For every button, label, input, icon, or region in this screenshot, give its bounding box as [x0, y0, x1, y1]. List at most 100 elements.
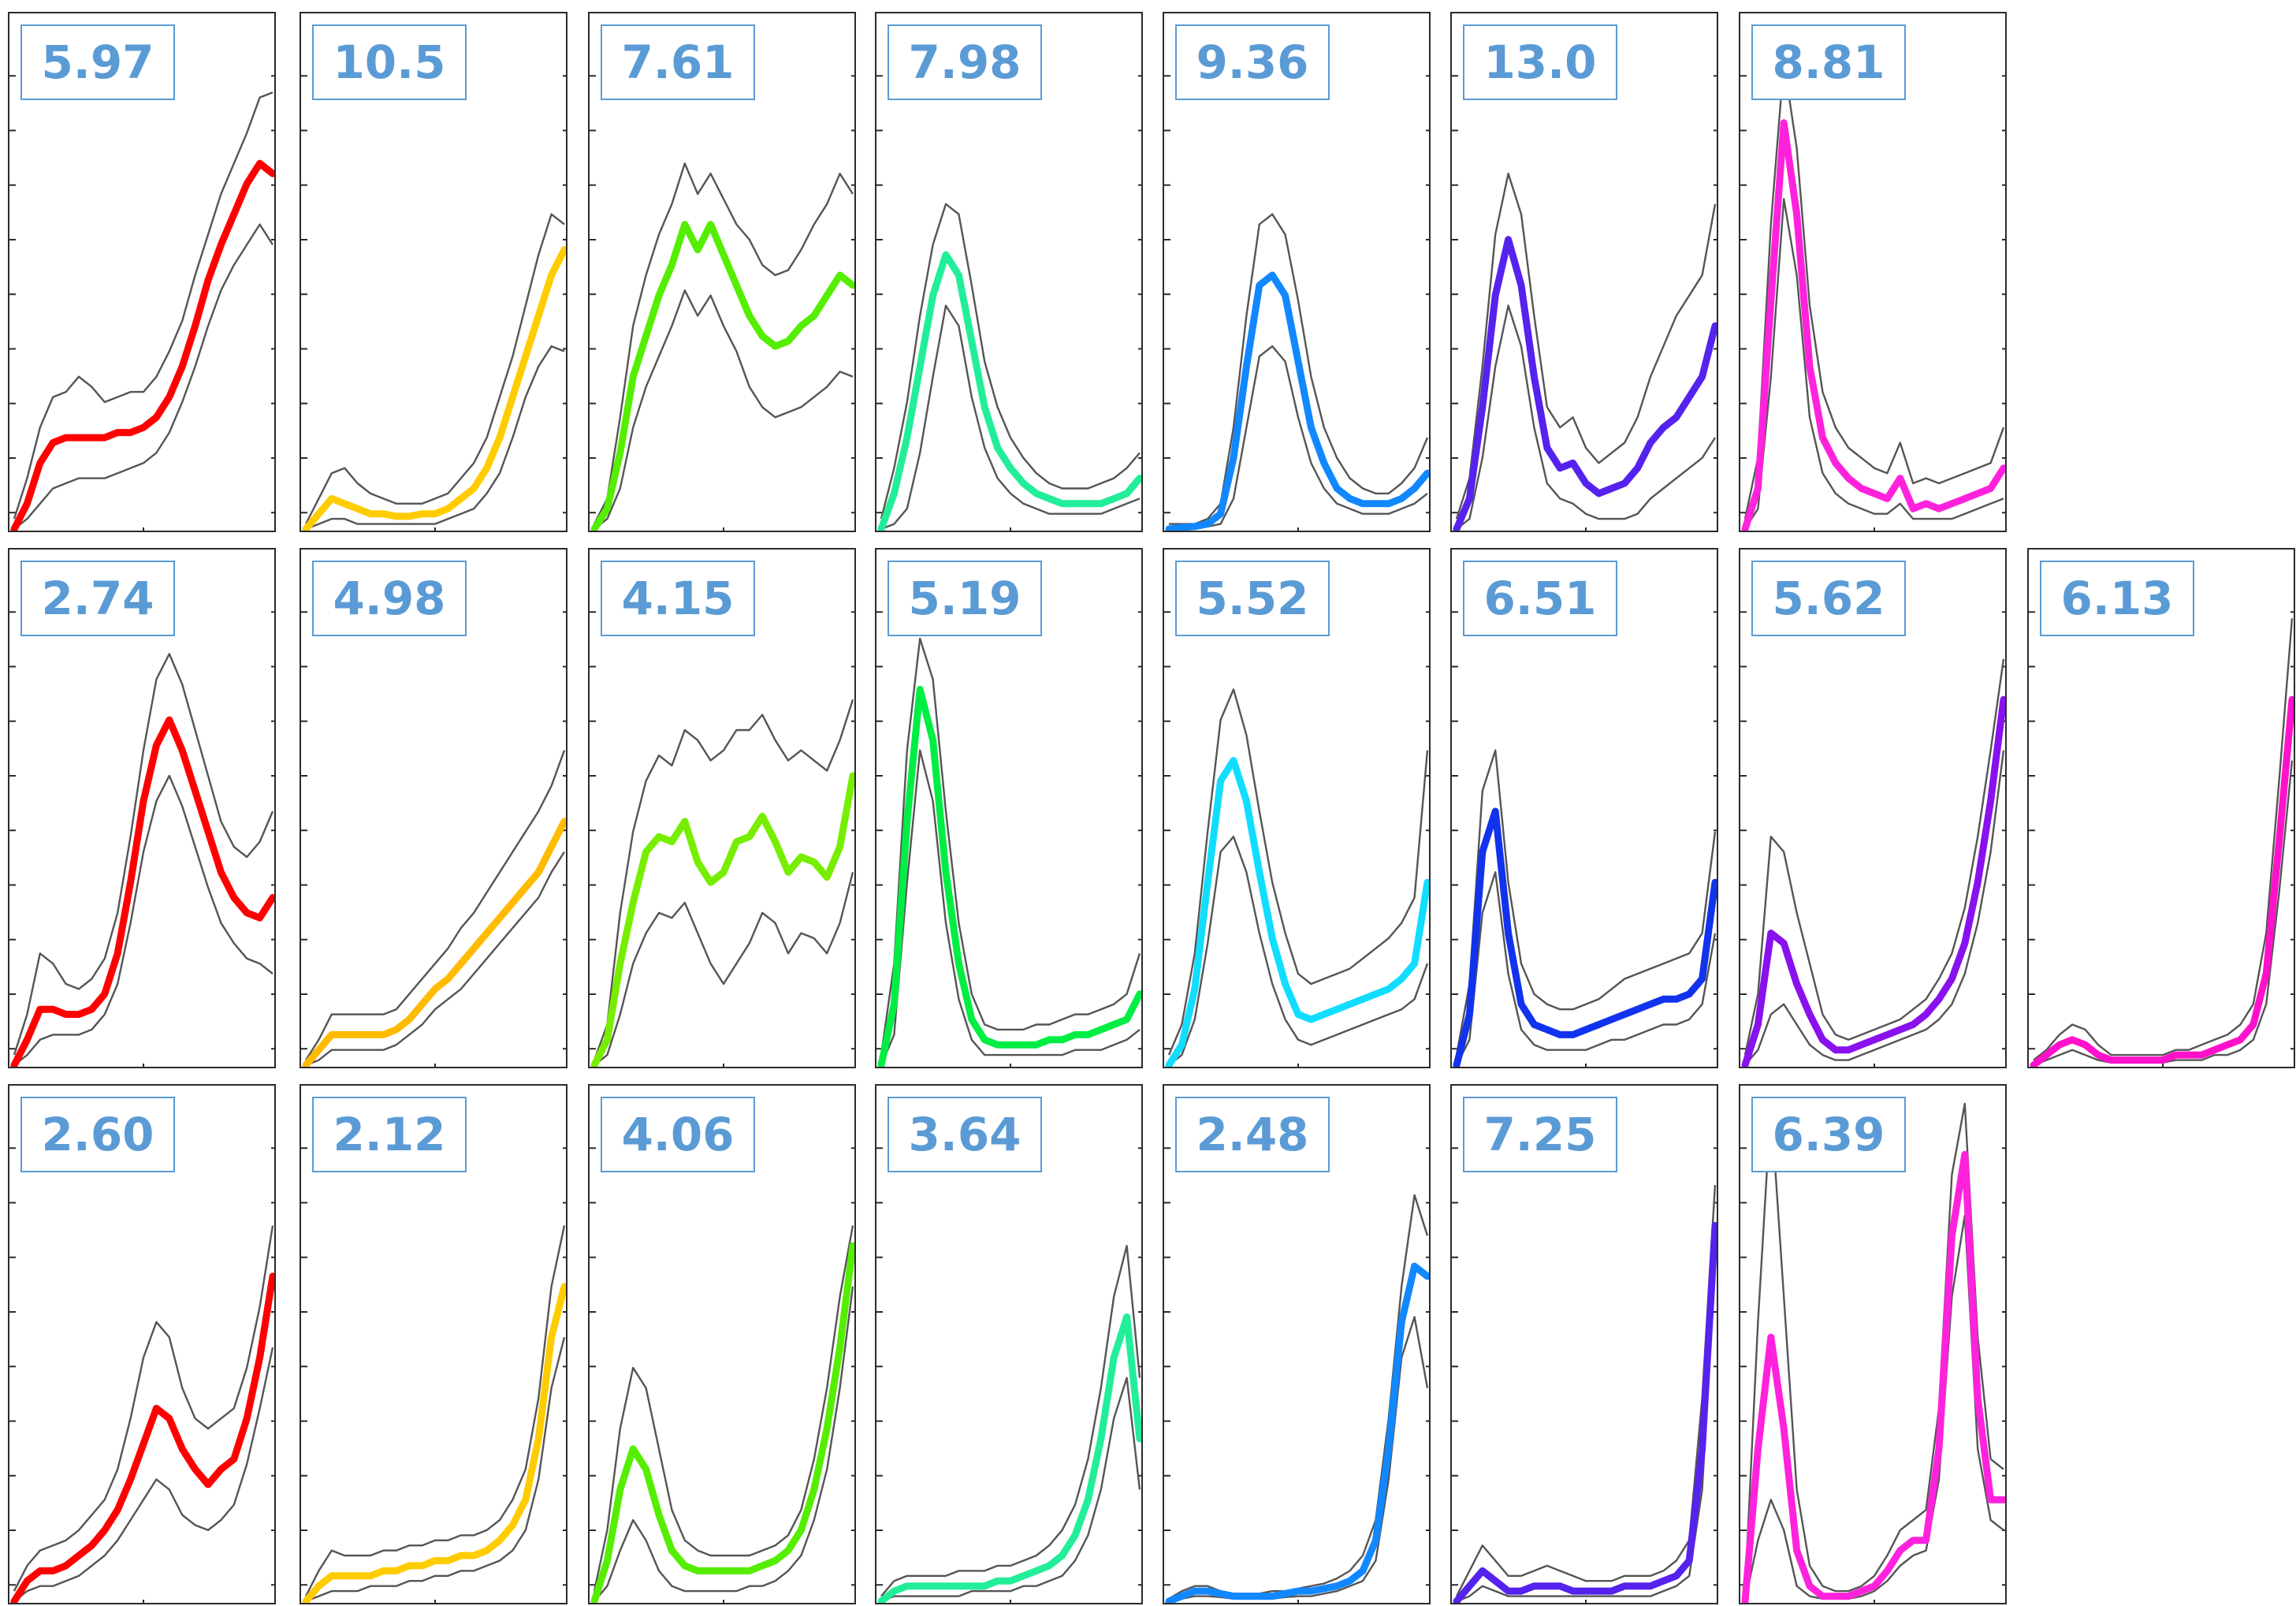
chart-panel: 5.19	[875, 548, 1143, 1068]
upper-bound-line	[1168, 1194, 1429, 1600]
mean-line	[2030, 695, 2294, 1067]
lower-bound-line	[1168, 836, 1429, 1066]
chart-svg	[9, 1147, 274, 1603]
upper-bound-line	[13, 653, 274, 1056]
mean-line	[1453, 807, 1717, 1067]
chart-svg	[1452, 1147, 1717, 1603]
score-badge: 7.25	[1463, 1097, 1617, 1172]
lower-bound-line	[880, 1377, 1141, 1603]
lower-bound-line	[13, 1347, 274, 1602]
upper-bound-line	[304, 750, 566, 1061]
mean-line	[10, 1273, 274, 1603]
score-badge: 6.13	[2040, 561, 2194, 636]
chart-svg	[1740, 1102, 2005, 1603]
score-badge: 6.51	[1463, 561, 1617, 636]
mean-line	[877, 685, 1141, 1067]
chart-svg	[9, 75, 274, 531]
chart-panel: 2.74	[8, 548, 276, 1068]
mean-line	[877, 251, 1141, 531]
score-badge: 2.60	[20, 1097, 175, 1172]
score-badge: 4.06	[601, 1097, 755, 1172]
score-badge: 2.12	[312, 1097, 467, 1172]
lower-bound-line	[594, 289, 854, 530]
mean-line	[1741, 119, 2005, 531]
lower-bound-line	[880, 749, 1141, 1066]
mean-line	[877, 1313, 1141, 1603]
chart-panel: 10.5	[300, 12, 567, 532]
upper-bound-line	[593, 162, 854, 525]
score-badge: 8.81	[1751, 24, 1906, 100]
lower-bound-line	[305, 1336, 566, 1603]
upper-bound-line	[1743, 1102, 2004, 1593]
chart-panel: 6.13	[2027, 548, 2295, 1068]
lower-bound-line	[1455, 871, 1717, 1066]
chart-svg	[9, 611, 274, 1067]
lower-bound-line	[13, 774, 274, 1066]
mean-line	[590, 1242, 854, 1603]
lower-bound-line	[1168, 1316, 1429, 1603]
chart-svg	[301, 75, 566, 531]
score-badge: 13.0	[1463, 24, 1617, 100]
mean-line	[302, 818, 566, 1067]
chart-panel: 2.12	[300, 1084, 567, 1604]
chart-svg	[876, 611, 1141, 1067]
upper-bound-line	[13, 1225, 274, 1592]
mean-line	[10, 159, 274, 531]
chart-panel: 7.25	[1450, 1084, 1718, 1604]
upper-bound-line	[1743, 658, 2005, 1056]
upper-bound-line	[880, 203, 1141, 520]
lower-bound-line	[305, 851, 566, 1067]
chart-panel: 2.48	[1163, 1084, 1431, 1604]
mean-line	[302, 246, 566, 531]
chart-svg	[1452, 75, 1717, 531]
lower-bound-line	[594, 1286, 854, 1602]
lower-bound-line	[13, 223, 274, 530]
chart-svg	[2029, 611, 2294, 1067]
upper-bound-line	[13, 91, 274, 520]
chart-svg	[301, 1147, 566, 1603]
chart-panel: 4.98	[300, 548, 567, 1068]
upper-bound-line	[880, 1244, 1141, 1597]
upper-bound-line	[1455, 1184, 1717, 1597]
chart-svg	[1164, 1147, 1429, 1603]
mean-line	[10, 716, 274, 1067]
score-badge: 5.97	[20, 24, 175, 100]
score-badge: 5.52	[1175, 561, 1330, 636]
upper-bound-line	[304, 213, 565, 525]
mean-line	[1165, 271, 1429, 531]
chart-panel: 6.39	[1739, 1084, 2007, 1604]
score-badge: 10.5	[312, 24, 467, 100]
lower-bound-line	[1743, 198, 2004, 530]
upper-bound-line	[1455, 749, 1717, 1056]
upper-bound-line	[1455, 172, 1717, 520]
score-badge: 2.74	[20, 561, 175, 636]
mean-line	[1453, 1221, 1717, 1603]
lower-bound-line	[1168, 345, 1428, 531]
score-badge: 3.64	[888, 1097, 1042, 1172]
upper-bound-line	[593, 699, 854, 1061]
chart-svg	[590, 75, 854, 531]
score-badge: 5.62	[1751, 561, 1906, 636]
chart-panel: 8.81	[1739, 12, 2007, 532]
score-badge: 7.61	[601, 24, 755, 100]
upper-bound-line	[880, 637, 1141, 1056]
chart-svg	[876, 75, 1141, 531]
mean-line	[1741, 1150, 2005, 1603]
upper-bound-line	[1169, 213, 1429, 525]
upper-bound-line	[2033, 618, 2294, 1061]
score-badge: 4.98	[312, 561, 467, 636]
chart-panel: 5.62	[1739, 548, 2007, 1068]
chart-panel: 13.0	[1450, 12, 1718, 532]
chart-panel: 7.98	[875, 12, 1143, 532]
mean-line	[1453, 236, 1717, 531]
chart-panel: 5.97	[8, 12, 276, 532]
chart-panel: 7.61	[588, 12, 856, 532]
lower-bound-line	[880, 304, 1141, 531]
mean-line	[590, 221, 854, 531]
mean-line	[1165, 1262, 1429, 1603]
score-badge: 6.39	[1751, 1097, 1906, 1172]
chart-panel: 3.64	[875, 1084, 1143, 1604]
chart-svg	[590, 611, 854, 1067]
chart-svg	[1164, 611, 1429, 1067]
